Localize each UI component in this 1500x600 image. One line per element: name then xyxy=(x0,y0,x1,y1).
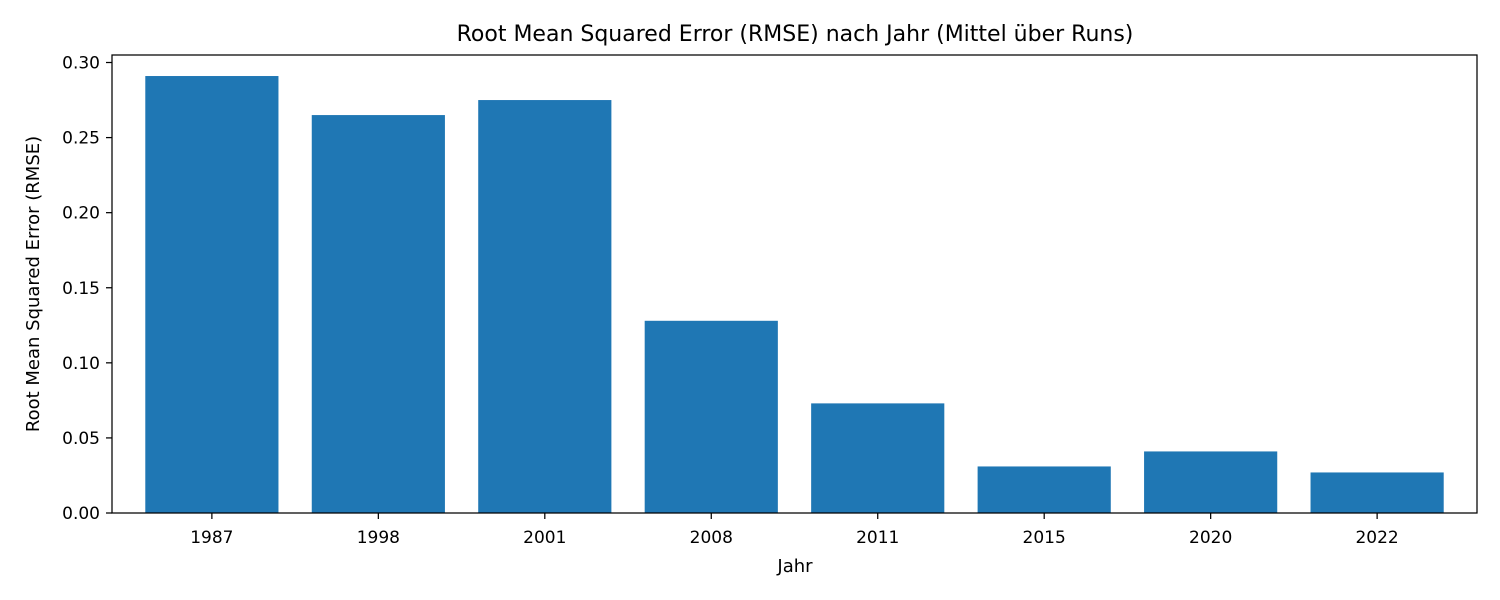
x-tick-label: 1987 xyxy=(190,528,233,548)
chart-title: Root Mean Squared Error (RMSE) nach Jahr… xyxy=(457,22,1134,47)
x-tick-label: 2015 xyxy=(1023,528,1066,548)
y-tick-label: 0.10 xyxy=(62,354,100,374)
y-tick-label: 0.30 xyxy=(62,54,100,74)
y-tick-label: 0.00 xyxy=(62,504,100,524)
x-tick-label: 2001 xyxy=(523,528,566,548)
x-tick-label: 2011 xyxy=(856,528,899,548)
y-tick-label: 0.05 xyxy=(62,429,100,449)
bar-2020 xyxy=(1144,451,1278,513)
y-tick-label: 0.15 xyxy=(62,279,100,299)
y-tick-label: 0.25 xyxy=(62,129,100,149)
x-tick-label: 2008 xyxy=(690,528,733,548)
y-axis-label: Root Mean Squared Error (RMSE) xyxy=(23,136,44,432)
y-tick-label: 0.20 xyxy=(62,204,100,224)
plot-frame xyxy=(111,54,1478,514)
bar-2001 xyxy=(478,100,612,513)
y-axis-ticks: 0.00 0.05 0.10 0.15 0.20 0.25 0.30 xyxy=(62,54,112,524)
bar-1987 xyxy=(145,76,279,513)
bar-2015 xyxy=(977,466,1111,513)
x-axis-label: Jahr xyxy=(776,556,813,577)
x-axis-ticks: 1987 1998 2001 2008 2011 2015 2020 2022 xyxy=(190,513,1399,548)
bar-2011 xyxy=(811,403,945,513)
x-tick-label: 2022 xyxy=(1355,528,1398,548)
bar-2022 xyxy=(1310,472,1444,513)
bar-2008 xyxy=(644,320,778,513)
bar-1998 xyxy=(311,115,445,513)
bars-group xyxy=(145,76,1444,513)
x-tick-label: 2020 xyxy=(1189,528,1232,548)
x-tick-label: 1998 xyxy=(357,528,400,548)
